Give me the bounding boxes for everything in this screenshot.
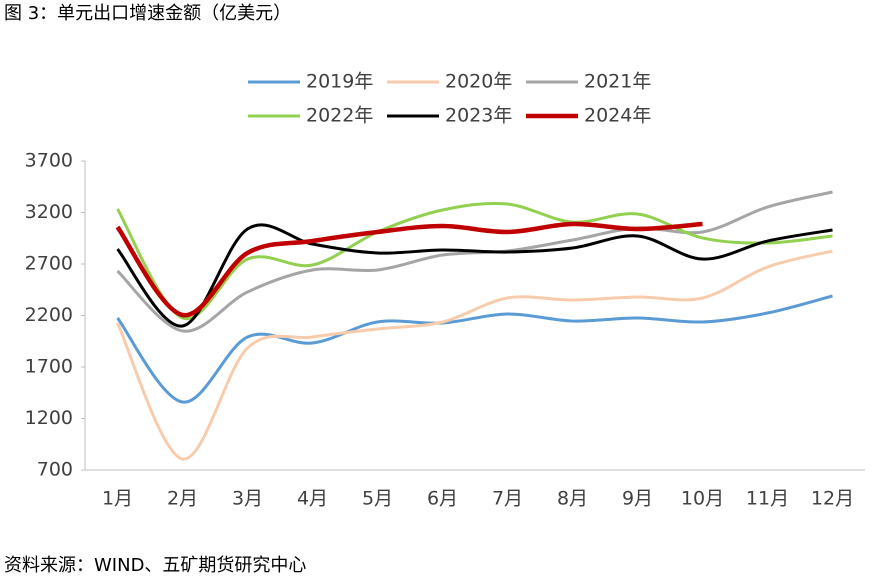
legend-label: 2020年 — [445, 71, 512, 93]
source-note: 资料来源：WIND、五矿期货研究中心 — [4, 555, 306, 576]
x-tick-label: 9月 — [622, 488, 653, 510]
series-line — [115, 221, 703, 318]
y-tick-label: 1700 — [25, 356, 73, 378]
series-line — [116, 201, 833, 321]
y-tick-label: 700 — [37, 459, 73, 481]
x-tick-label: 1月 — [102, 488, 133, 510]
y-tick-label: 3200 — [25, 201, 73, 223]
x-tick-label: 2月 — [167, 488, 198, 510]
x-tick-label: 3月 — [232, 488, 263, 510]
x-tick-label: 6月 — [427, 488, 458, 510]
x-tick-label: 4月 — [297, 488, 328, 510]
series-line — [116, 294, 833, 404]
chart-title: 图 3：单元出口增速金额（亿美元） — [4, 3, 291, 24]
y-tick-label: 3700 — [25, 150, 73, 172]
legend-label: 2022年 — [306, 105, 373, 127]
y-tick-label: 2700 — [25, 253, 73, 275]
x-tick-label: 12月 — [811, 488, 854, 510]
y-tick-label: 1200 — [25, 407, 73, 429]
legend-label: 2019年 — [306, 71, 373, 93]
x-tick-label: 5月 — [362, 488, 393, 510]
x-tick-label: 8月 — [557, 488, 588, 510]
series-line — [116, 249, 833, 461]
y-tick-label: 2200 — [25, 304, 73, 326]
x-tick-label: 7月 — [492, 488, 523, 510]
legend-label: 2024年 — [584, 105, 651, 127]
x-tick-label: 10月 — [681, 488, 724, 510]
series-line — [116, 190, 833, 333]
legend-label: 2023年 — [445, 105, 512, 127]
series-line — [116, 223, 833, 328]
legend-label: 2021年 — [584, 71, 651, 93]
x-tick-label: 11月 — [746, 488, 789, 510]
